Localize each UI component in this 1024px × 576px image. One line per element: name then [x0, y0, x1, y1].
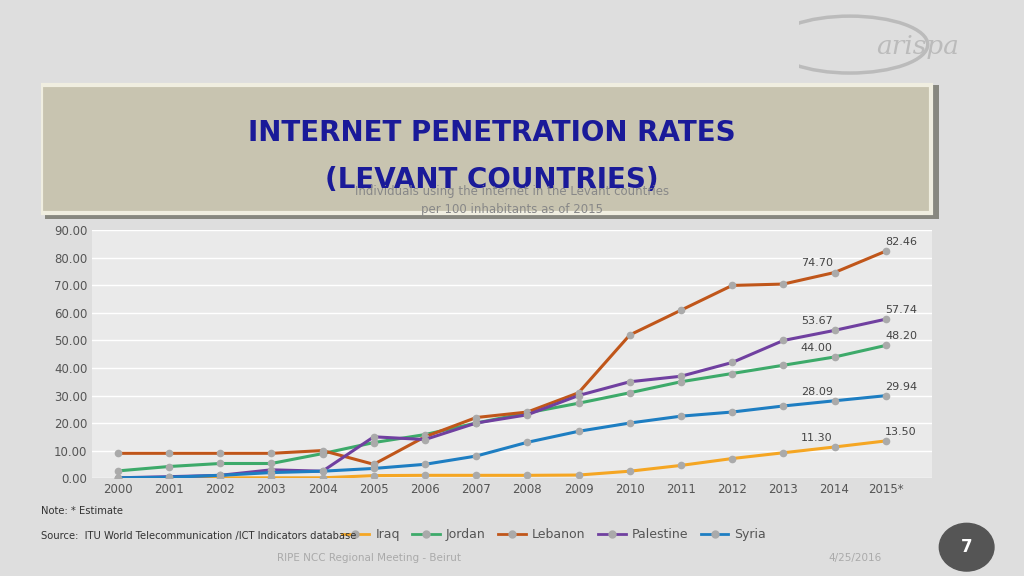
Text: 82.46: 82.46 [885, 237, 918, 247]
Text: 13.50: 13.50 [886, 427, 916, 437]
Text: 74.70: 74.70 [801, 259, 833, 268]
FancyBboxPatch shape [45, 85, 939, 219]
Text: 48.20: 48.20 [885, 331, 918, 342]
Legend: Iraq, Jordan, Lebanon, Palestine, Syria: Iraq, Jordan, Lebanon, Palestine, Syria [337, 523, 771, 546]
Text: 29.94: 29.94 [885, 381, 918, 392]
Text: 53.67: 53.67 [801, 316, 833, 326]
Text: 28.09: 28.09 [801, 386, 833, 397]
Circle shape [939, 524, 994, 571]
Text: (LEVANT COUNTRIES): (LEVANT COUNTRIES) [325, 166, 658, 194]
Text: arispa: arispa [877, 33, 958, 59]
FancyBboxPatch shape [41, 85, 931, 213]
Text: 44.00: 44.00 [801, 343, 833, 353]
Text: RIPE NCC Regional Meeting - Beirut: RIPE NCC Regional Meeting - Beirut [276, 554, 461, 563]
Text: 57.74: 57.74 [885, 305, 918, 315]
Text: Note: * Estimate: Note: * Estimate [41, 506, 123, 516]
Text: Source:  ITU World Telecommunication /ICT Indicators database: Source: ITU World Telecommunication /ICT… [41, 532, 356, 541]
Text: INTERNET PENETRATION RATES: INTERNET PENETRATION RATES [248, 119, 735, 147]
Text: 4/25/2016: 4/25/2016 [828, 554, 882, 563]
Text: Individuals using the internet in the Levant countries
per 100 inhabitants as of: Individuals using the internet in the Le… [355, 184, 669, 215]
Text: 11.30: 11.30 [801, 433, 833, 443]
Text: 7: 7 [961, 538, 973, 556]
